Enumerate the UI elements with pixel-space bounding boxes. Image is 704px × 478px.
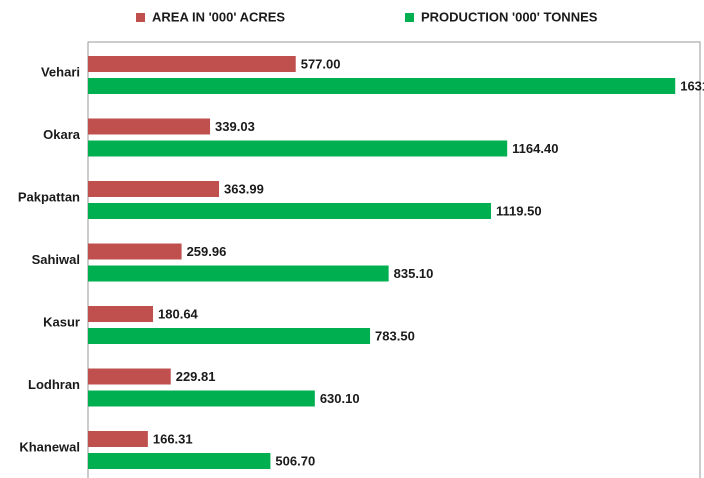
bar xyxy=(88,243,182,260)
bar xyxy=(88,118,211,135)
value-label: 180.64 xyxy=(158,306,199,321)
bar xyxy=(88,56,296,72)
bar xyxy=(88,181,220,197)
value-label: 1164.40 xyxy=(512,141,558,156)
value-label: 229.81 xyxy=(176,369,216,384)
value-label: 1631.20 xyxy=(680,78,704,93)
bar xyxy=(88,328,371,344)
value-label: 1119.50 xyxy=(496,203,542,218)
value-label: 166.31 xyxy=(153,431,193,446)
category-label: Khanewal xyxy=(19,439,80,454)
value-label: 259.96 xyxy=(187,244,227,259)
category-label: Pakpattan xyxy=(18,189,80,204)
value-label: 630.10 xyxy=(320,391,360,406)
legend-label: PRODUCTION '000' TONNES xyxy=(421,9,598,24)
bar xyxy=(88,306,154,322)
category-label: Kasur xyxy=(43,314,80,329)
bar xyxy=(88,453,271,469)
category-label: Vehari xyxy=(41,64,80,79)
value-label: 363.99 xyxy=(224,181,264,196)
bar xyxy=(88,431,148,447)
bar xyxy=(88,368,171,385)
value-label: 506.70 xyxy=(275,453,315,468)
category-label: Lodhran xyxy=(28,377,80,392)
category-label: Okara xyxy=(43,127,81,142)
bar xyxy=(88,78,676,94)
value-label: 577.00 xyxy=(301,56,341,71)
bar xyxy=(88,140,508,157)
plot-frame xyxy=(87,41,701,478)
value-label: 783.50 xyxy=(375,328,415,343)
legend-label: AREA IN '000' ACRES xyxy=(152,9,285,24)
value-label: 835.10 xyxy=(394,266,434,281)
bar xyxy=(88,390,315,407)
legend-swatch xyxy=(136,13,145,22)
bar xyxy=(88,265,389,282)
bar xyxy=(88,203,492,219)
value-label: 339.03 xyxy=(215,119,255,134)
legend-swatch xyxy=(405,13,414,22)
category-label: Sahiwal xyxy=(32,252,80,267)
